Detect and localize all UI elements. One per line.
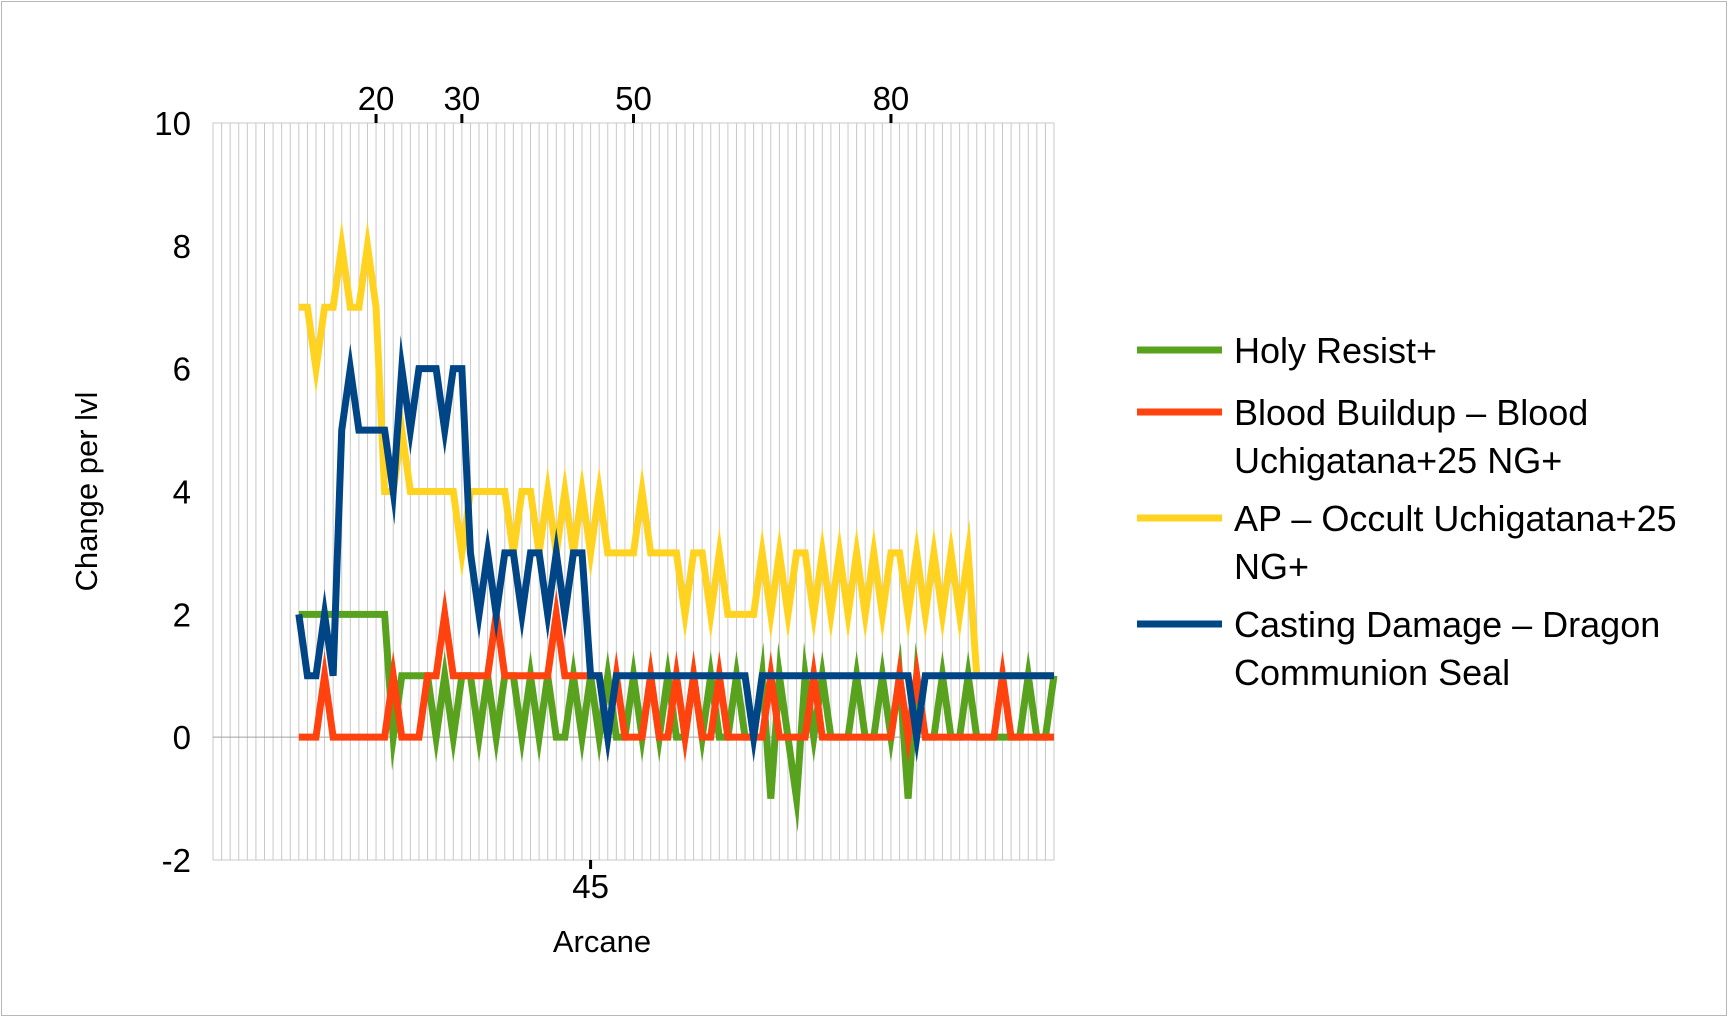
x-axis-title: Arcane bbox=[553, 924, 651, 959]
y-tick-label: 2 bbox=[173, 596, 191, 633]
x-top-tick-label: 20 bbox=[358, 80, 395, 117]
axes: -2 0 2 4 6 8 10 20 30 50 80 45 bbox=[154, 80, 909, 905]
legend-label-3: AP – Occult Uchigatana+25 NG+ bbox=[1234, 498, 1677, 587]
legend: Holy Resist+ Blood Buildup – Blood Uchigat… bbox=[1137, 330, 1677, 693]
legend-label-1: Holy Resist+ bbox=[1234, 330, 1437, 371]
y-tick-label: 0 bbox=[173, 719, 191, 756]
x-top-tick-label: 30 bbox=[444, 80, 481, 117]
y-tick-label: 4 bbox=[173, 474, 191, 511]
series-line-3 bbox=[298, 220, 1054, 680]
legend-label-4: Casting Damage – Dragon Communion Seal bbox=[1234, 604, 1660, 693]
y-axis-title: Change per lvl bbox=[69, 392, 104, 592]
x-top-tick-label: 80 bbox=[873, 80, 910, 117]
series-line-4 bbox=[295, 335, 1054, 763]
x-bottom-tick-label: 45 bbox=[572, 868, 609, 905]
y-tick-label: 6 bbox=[173, 351, 191, 388]
series-lines bbox=[295, 220, 1058, 833]
x-top-tick-label: 50 bbox=[615, 80, 652, 117]
legend-label-2: Blood Buildup – Blood Uchigatana+25 NG+ bbox=[1234, 392, 1588, 481]
y-tick-label: 10 bbox=[154, 105, 191, 142]
y-tick-label: 8 bbox=[173, 228, 191, 265]
y-tick-label: -2 bbox=[162, 842, 191, 879]
